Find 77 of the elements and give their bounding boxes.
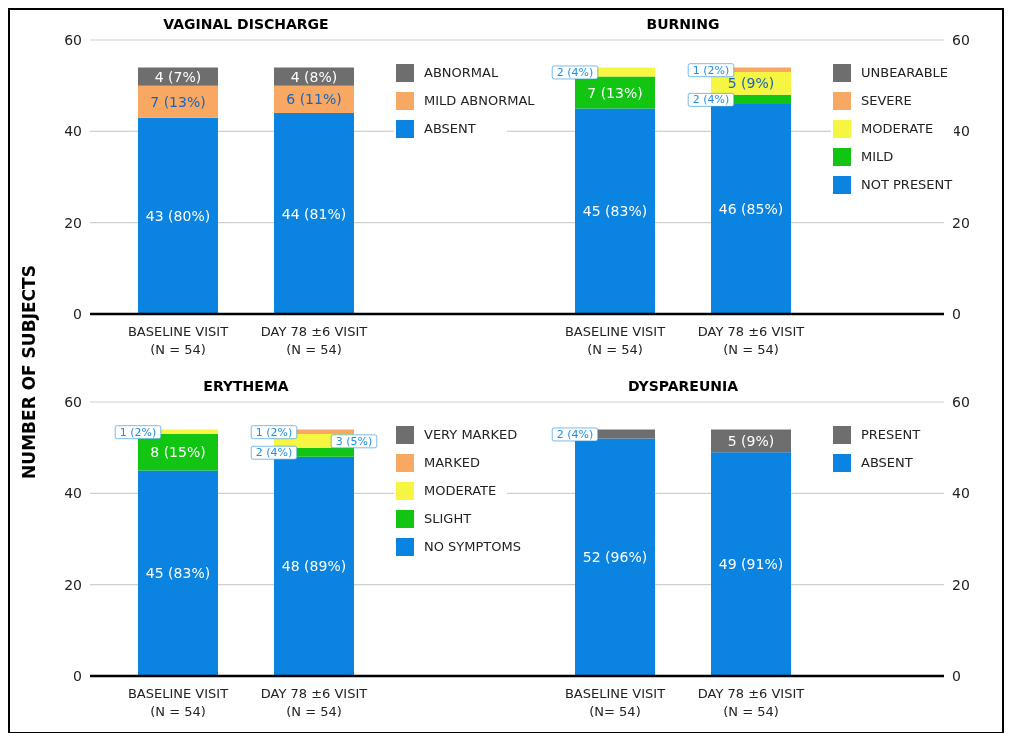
bar <box>138 117 218 314</box>
data-label: 7 (13%) <box>150 93 206 110</box>
data-label: 1 (2%) <box>119 425 157 439</box>
data-label: 48 (89%) <box>281 558 347 575</box>
data-label: 45 (83%) <box>582 203 648 220</box>
legend-label: ABSENT <box>861 454 913 472</box>
y-tick-label: 60 <box>64 31 82 48</box>
y-tick-label: 40 <box>952 485 970 502</box>
bar <box>274 456 354 676</box>
y-tick-label: 60 <box>952 31 970 48</box>
y-tick-label: 60 <box>64 393 82 410</box>
y-tick-label: 0 <box>952 305 961 322</box>
data-label: 2 (4%) <box>556 427 594 441</box>
data-label: 2 (4%) <box>255 446 293 460</box>
chart-title: VAGINAL DISCHARGE <box>162 16 330 32</box>
legend-label: MARKED <box>424 454 480 472</box>
bar <box>575 438 655 676</box>
chart-title: DYSPAREUNIA <box>626 378 740 394</box>
y-tick-label: 60 <box>952 393 970 410</box>
y-tick-label: 40 <box>64 123 82 140</box>
x-tick-label: DAY 78 ±6 VISIT (N = 54) <box>260 686 368 719</box>
legend-label: UNBEARABLE <box>861 64 949 82</box>
y-tick-label: 0 <box>952 667 961 684</box>
chart-title: BURNING <box>645 16 721 32</box>
y-tick-label: 20 <box>952 576 970 593</box>
legend-label: ABNORMAL <box>424 64 499 82</box>
x-tick-label: DAY 78 ±6 VISIT (N = 54) <box>697 324 805 357</box>
y-tick-label: 0 <box>73 305 82 322</box>
data-label: 46 (85%) <box>718 200 784 217</box>
x-tick-label: DAY 78 ±6 VISIT (N = 54) <box>260 324 368 357</box>
data-label: 2 (4%) <box>556 65 594 79</box>
data-label: 45 (83%) <box>145 565 211 582</box>
data-label: 49 (91%) <box>718 556 784 573</box>
y-tick-label: 40 <box>952 123 970 140</box>
bar <box>711 452 791 676</box>
legend-label: VERY MARKED <box>424 426 518 444</box>
legend-label: MODERATE <box>424 482 497 500</box>
data-label: 44 (81%) <box>281 205 347 222</box>
legend-label: SEVERE <box>861 92 912 110</box>
legend-label: ABSENT <box>424 120 476 138</box>
bar <box>711 103 791 314</box>
legend-label: MODERATE <box>861 120 934 138</box>
legend-label: MILD ABNORMAL <box>424 92 535 110</box>
data-label: 2 (4%) <box>692 93 730 107</box>
data-label: 6 (11%) <box>286 91 342 108</box>
data-label: 1 (2%) <box>692 63 730 77</box>
data-label: 4 (7%) <box>154 68 202 85</box>
x-tick-label: BASELINE VISIT (N= 54) <box>564 686 666 719</box>
legend-label: MILD <box>861 148 894 166</box>
y-axis-title: NUMBER OF SUBJECTS <box>19 265 39 479</box>
data-label: 8 (15%) <box>150 444 206 461</box>
y-tick-label: 40 <box>64 485 82 502</box>
bar <box>138 85 218 118</box>
x-tick-label: BASELINE VISIT (N = 54) <box>564 324 666 357</box>
y-tick-label: 20 <box>952 214 970 231</box>
legend-label: NO SYMPTOMS <box>424 538 521 556</box>
data-label: 5 (9%) <box>727 75 775 92</box>
y-tick-label: 20 <box>64 214 82 231</box>
data-label: 7 (13%) <box>587 84 643 101</box>
legend-label: PRESENT <box>861 426 921 444</box>
data-label: 52 (96%) <box>582 549 648 566</box>
data-label: 5 (9%) <box>727 432 775 449</box>
x-tick-label: DAY 78 ±6 VISIT (N = 54) <box>697 686 805 719</box>
x-tick-label: BASELINE VISIT (N = 54) <box>127 324 229 357</box>
data-label: 3 (5%) <box>335 434 373 448</box>
chart-title: ERYTHEMA <box>202 378 290 394</box>
x-tick-label: BASELINE VISIT (N = 54) <box>127 686 229 719</box>
bar <box>138 470 218 676</box>
bar <box>575 108 655 314</box>
y-tick-label: 0 <box>73 667 82 684</box>
y-tick-label: 20 <box>64 576 82 593</box>
data-label: 43 (80%) <box>145 207 211 224</box>
data-label: 4 (8%) <box>290 68 338 85</box>
legend-label: SLIGHT <box>424 510 472 528</box>
legend-label: NOT PRESENT <box>861 176 953 194</box>
bar <box>274 113 354 314</box>
data-label: 1 (2%) <box>255 425 293 439</box>
